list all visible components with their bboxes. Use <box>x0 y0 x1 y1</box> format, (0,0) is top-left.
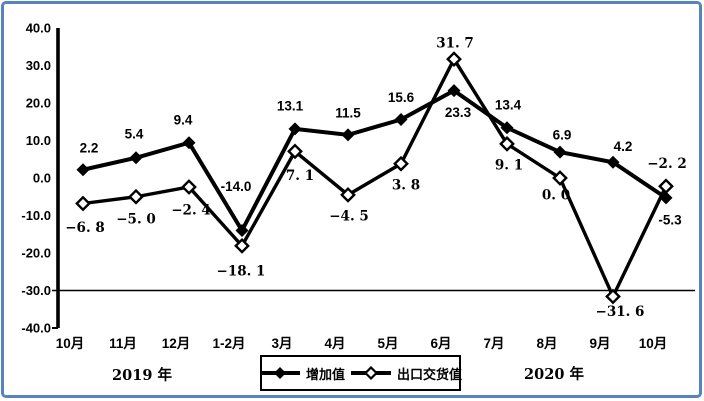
open-diamond-marker <box>393 155 409 172</box>
x-category-label: 8月 <box>536 336 557 351</box>
data-point-label: 0. 0 <box>542 188 570 204</box>
open-diamond-marker <box>234 237 250 254</box>
data-point-label: −2. 2 <box>647 156 687 172</box>
x-category-label: 7月 <box>483 336 504 351</box>
x-category-label: 10月 <box>639 336 668 351</box>
open-diamond-line-icon <box>351 365 391 381</box>
y-tick-label: 0.0 <box>33 171 51 186</box>
filled-diamond-marker <box>235 224 249 237</box>
y-tick-label: -10.0 <box>21 208 51 223</box>
data-point-label: 3. 8 <box>392 177 420 193</box>
legend-item-added-value: 增加值 <box>259 364 345 383</box>
filled-diamond-marker <box>288 122 302 136</box>
open-diamond-marker <box>446 51 462 68</box>
open-diamond-marker <box>128 188 144 205</box>
data-point-label: 7. 1 <box>286 168 314 184</box>
line-chart: 40.0 30.0 20.0 10.0 0.0 -10.0 -20.0 -30.0 -40.0 1… <box>21 21 695 351</box>
data-point-label: 5.4 <box>125 126 144 141</box>
filled-diamond-marker <box>447 84 461 98</box>
x-category-label: 10月 <box>56 336 85 351</box>
data-point-label: −5. 0 <box>116 211 156 227</box>
y-tick-label: 10.0 <box>26 133 51 148</box>
filled-diamond-line-icon <box>259 367 300 379</box>
y-tick-label: 40.0 <box>26 21 51 36</box>
y-tick-label: -20.0 <box>21 246 51 261</box>
filled-diamond-marker <box>394 113 408 126</box>
x-category-label: 1-2月 <box>212 336 245 351</box>
open-diamond-marker <box>552 170 568 186</box>
data-point-label: 2.2 <box>80 140 99 155</box>
x-category-label: 6月 <box>430 336 451 351</box>
x-category-label: 4月 <box>324 336 345 351</box>
data-point-label: 13.1 <box>277 98 304 113</box>
filled-diamond-marker <box>659 191 673 205</box>
x-category-label: 9月 <box>589 336 610 351</box>
data-point-label: -14.0 <box>221 179 252 194</box>
data-point-label: 31. 7 <box>436 36 474 52</box>
data-point-label: 13.4 <box>495 97 522 112</box>
filled-diamond-marker <box>500 121 514 135</box>
data-point-label: −4. 5 <box>329 208 369 224</box>
filled-diamond-marker <box>182 136 196 150</box>
open-diamond-marker <box>181 179 197 195</box>
data-point-label: 6.9 <box>553 128 572 143</box>
year-label-2020: 2020 年 <box>524 366 584 383</box>
y-tick-label: -40.0 <box>21 321 51 336</box>
y-tick-label: 20.0 <box>26 96 51 111</box>
open-diamond-marker <box>75 195 91 212</box>
data-point-label: −31. 6 <box>596 304 645 320</box>
x-category-label: 3月 <box>271 336 292 351</box>
legend-item-export-delivery: 出口交货值 <box>350 364 462 383</box>
open-diamond-marker <box>287 143 303 160</box>
data-point-label: -5.3 <box>658 212 682 227</box>
data-point-label: −18. 1 <box>217 263 266 279</box>
x-category-label: 12月 <box>162 336 191 351</box>
legend-label-added-value: 增加值 <box>305 366 345 382</box>
y-tick-label: -30.0 <box>21 283 51 298</box>
year-label-2019: 2019 年 <box>112 367 172 384</box>
data-point-label: −2. 4 <box>171 203 211 219</box>
data-point-label: 9. 1 <box>495 157 523 173</box>
added-value-series-line <box>82 88 668 235</box>
data-point-label: 23.3 <box>445 105 472 120</box>
data-point-label: 9.4 <box>174 112 193 127</box>
x-category-label: 5月 <box>377 336 398 351</box>
filled-diamond-marker <box>129 151 143 165</box>
open-diamond-marker <box>605 288 621 305</box>
y-tick-label: 30.0 <box>26 58 51 73</box>
filled-diamond-marker <box>553 145 567 159</box>
open-diamond-marker <box>340 186 356 203</box>
data-point-label: 15.6 <box>388 90 415 105</box>
data-point-label: 4.2 <box>614 139 633 154</box>
export-delivery-series-line <box>82 55 668 301</box>
filled-diamond-marker <box>76 163 90 177</box>
open-diamond-marker <box>658 178 674 195</box>
x-category-label: 11月 <box>109 336 137 351</box>
data-point-label: 11.5 <box>335 105 361 120</box>
open-diamond-marker <box>499 135 515 152</box>
filled-diamond-marker <box>606 155 620 169</box>
data-point-label: −6. 8 <box>65 220 105 236</box>
legend: 增加值 出口交货值 <box>259 355 462 391</box>
filled-diamond-marker <box>341 128 355 142</box>
legend-label-export-delivery: 出口交货值 <box>397 366 463 382</box>
